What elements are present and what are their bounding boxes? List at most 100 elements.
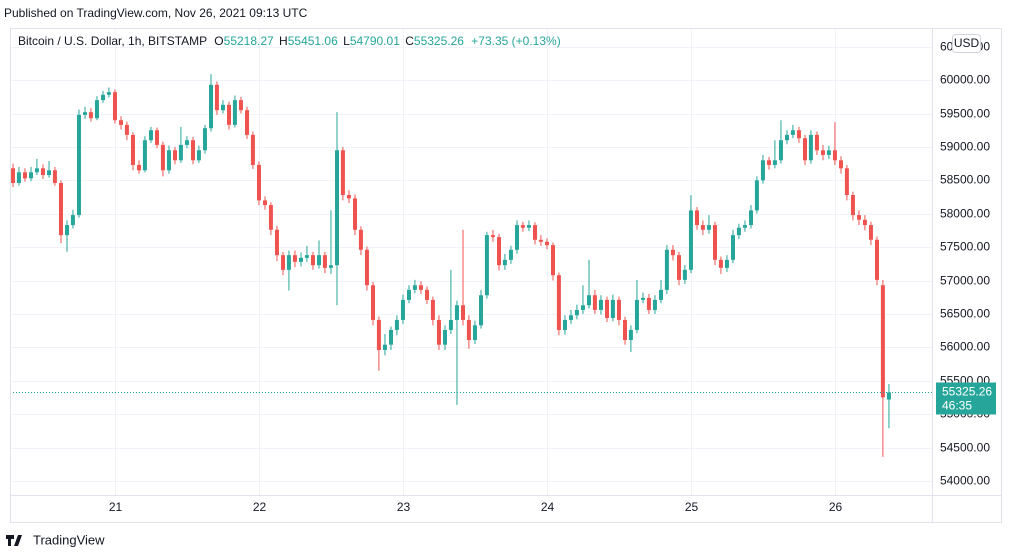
candle-body (497, 237, 502, 266)
candle-body (700, 225, 705, 230)
y-tick-label: 57500.00 (940, 240, 990, 254)
candle-body (335, 150, 340, 266)
candle-body (346, 195, 351, 199)
y-tick-label: 57000.00 (940, 274, 990, 288)
candle-body (641, 297, 646, 300)
candle-body (29, 172, 34, 179)
candle-body (106, 92, 111, 95)
candle-body (328, 265, 333, 268)
candle-body (712, 225, 717, 260)
candle-body (850, 195, 855, 216)
chart-frame (10, 28, 1002, 523)
y-tick-label: 58500.00 (940, 173, 990, 187)
y-tick-label: 56000.00 (940, 340, 990, 354)
ohlc-value: 55325.26 (414, 34, 464, 48)
y-tick-label: 60000.00 (940, 73, 990, 87)
y-tick-label: 54500.00 (940, 441, 990, 455)
candle-body (760, 160, 765, 181)
candle-body (47, 170, 52, 175)
candle-body (418, 285, 423, 290)
plot-area (10, 28, 932, 495)
candle-body (820, 150, 825, 155)
candle-body (808, 134, 813, 161)
candle-body (605, 299, 610, 318)
last-price-label: 55325.26 (942, 385, 992, 399)
candle-body (562, 319, 567, 330)
candle-body (83, 112, 88, 115)
candle-body (34, 168, 39, 173)
candle-body (634, 299, 639, 330)
candle-body (587, 295, 592, 306)
currency-button[interactable] (952, 34, 981, 53)
candle-body (430, 299, 435, 320)
candle-body (880, 285, 885, 398)
ohlc-label: C (405, 34, 414, 48)
candle-body (856, 215, 861, 220)
candle-body (58, 182, 63, 236)
candle-body (70, 215, 75, 226)
candle-body (862, 219, 867, 226)
candle-body (353, 198, 358, 230)
candle-body (196, 150, 201, 161)
candle-body (502, 259, 507, 266)
candle-body (814, 134, 819, 151)
candle-body (178, 144, 183, 161)
candle-body (688, 210, 693, 270)
candle-body (479, 295, 484, 326)
currency-label[interactable]: USD (954, 36, 980, 50)
candle-body (119, 120, 124, 125)
candle-body (610, 299, 615, 318)
footer-logo: TradingView (6, 532, 105, 547)
candle-body (130, 134, 135, 165)
candle-body (652, 299, 657, 310)
x-tick-label: 24 (541, 500, 555, 514)
candle-body (11, 168, 16, 183)
y-tick-label: 54000.00 (940, 474, 990, 488)
candle-body (227, 104, 232, 125)
candle-body (112, 92, 117, 121)
candle-body (76, 114, 81, 216)
candle-body (664, 249, 669, 290)
candle-body (520, 225, 525, 228)
candle-body (538, 239, 543, 242)
candle-body (173, 150, 178, 161)
candle-body (592, 295, 597, 310)
candle-body (574, 309, 579, 316)
candle-body (448, 319, 453, 330)
candle-body (544, 241, 549, 246)
candle-body (533, 225, 538, 240)
candle-body (706, 225, 711, 230)
y-tick-label: 59500.00 (940, 107, 990, 121)
candle-body (16, 172, 21, 183)
x-tick-label: 26 (829, 500, 843, 514)
candle-body (382, 344, 387, 351)
candle-body (490, 235, 495, 238)
x-tick-label: 23 (397, 500, 411, 514)
candle-body (695, 210, 700, 226)
candle-body (790, 130, 795, 135)
candle-body (238, 100, 243, 111)
candle-body (22, 172, 27, 179)
y-tick-label: 59000.00 (940, 140, 990, 154)
candle-body (340, 150, 345, 196)
y-tick-label: 58000.00 (940, 207, 990, 221)
candle-body (556, 275, 561, 330)
logo-icon (6, 535, 22, 546)
candle-body (389, 329, 394, 345)
candle-body (646, 297, 651, 310)
candle-body (551, 245, 556, 276)
candle-body (65, 225, 70, 236)
candle-body (569, 315, 574, 320)
candle-body (598, 299, 603, 310)
candle-body (299, 257, 304, 262)
candle-body (784, 134, 789, 141)
chart-title: Bitcoin / U.S. Dollar, 1h, BITSTAMP (18, 34, 207, 48)
candle-body (268, 205, 273, 230)
candle-body (772, 160, 777, 165)
x-tick-label: 22 (253, 500, 267, 514)
candle-body (310, 255, 315, 266)
candle-body (472, 325, 477, 341)
candle-body (778, 140, 783, 161)
x-tick-label: 21 (109, 500, 123, 514)
candle-body (466, 319, 471, 341)
